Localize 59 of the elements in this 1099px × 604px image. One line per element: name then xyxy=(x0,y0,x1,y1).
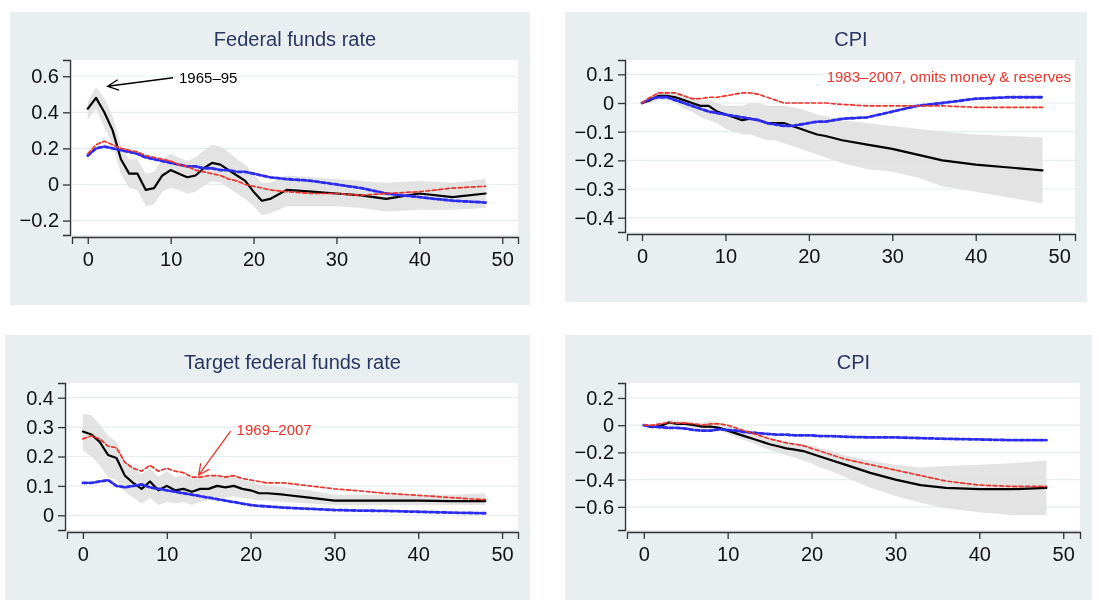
y-tick-label: 0.2 xyxy=(26,445,54,468)
x-tick-label: 30 xyxy=(881,245,904,268)
line-series xyxy=(641,92,1044,109)
x-tick-label: 0 xyxy=(636,245,649,268)
x-tick-label: 20 xyxy=(798,245,821,268)
y-tick-label: −0.6 xyxy=(574,495,614,518)
annotation: 1965–95 xyxy=(179,68,238,86)
line-series xyxy=(86,140,487,197)
x-tick-label: 50 xyxy=(491,543,514,566)
x-tick-label: 30 xyxy=(323,543,347,566)
chart-title: Target federal funds rate xyxy=(184,351,401,373)
y-tick-label: 0.4 xyxy=(26,386,54,409)
x-tick-label: 40 xyxy=(965,245,988,268)
x-tick-label: 10 xyxy=(156,543,179,566)
chart-title: Federal funds rate xyxy=(213,28,377,50)
y-tick-label: 0.1 xyxy=(26,474,54,497)
chart-title: CPI xyxy=(836,351,871,373)
line-series xyxy=(86,145,488,204)
x-tick-label: 20 xyxy=(239,543,263,566)
x-tick-label: 20 xyxy=(242,248,266,271)
x-tick-label: 40 xyxy=(968,543,991,566)
y-tick-label: 0.2 xyxy=(586,386,614,409)
y-tick-label: 0.2 xyxy=(31,137,59,160)
annotation: 1983–2007, omits money & reserves xyxy=(826,68,1071,85)
x-tick-label: 0 xyxy=(77,543,89,566)
y-tick-label: −0.2 xyxy=(574,149,614,172)
line-series xyxy=(81,478,487,515)
x-tick-label: 0 xyxy=(82,248,94,271)
y-tick-label: 0 xyxy=(47,173,59,196)
y-tick-label: 0.1 xyxy=(586,63,614,86)
y-tick-label: 0.4 xyxy=(31,101,59,124)
x-tick-label: 30 xyxy=(325,248,349,271)
line-series xyxy=(86,96,487,202)
y-tick-label: 0 xyxy=(42,504,54,527)
x-tick-label: 40 xyxy=(408,248,431,271)
x-tick-label: 40 xyxy=(407,543,430,566)
x-tick-label: 10 xyxy=(160,248,183,271)
y-tick-label: −0.1 xyxy=(574,120,614,143)
y-tick-label: −0.4 xyxy=(574,468,614,491)
x-tick-label: 0 xyxy=(638,543,650,566)
y-tick-label: 0 xyxy=(602,414,614,437)
x-tick-label: 50 xyxy=(1048,245,1071,268)
y-tick-label: 0.3 xyxy=(26,416,54,438)
x-tick-label: 20 xyxy=(800,543,824,566)
y-tick-label: −0.2 xyxy=(19,209,59,232)
y-tick-label: 0 xyxy=(602,91,614,114)
line-series xyxy=(642,423,1048,442)
y-tick-label: −0.2 xyxy=(574,441,614,464)
chart-title: CPI xyxy=(834,28,868,50)
x-tick-label: 50 xyxy=(1052,543,1075,566)
line-series xyxy=(640,95,1044,128)
x-tick-label: 10 xyxy=(714,245,738,268)
x-tick-label: 50 xyxy=(491,248,514,271)
x-tick-label: 10 xyxy=(717,543,740,566)
y-tick-label: 0.6 xyxy=(31,65,59,88)
y-tick-label: −0.3 xyxy=(574,177,614,200)
annotation: 1969–2007 xyxy=(236,421,312,439)
x-tick-label: 30 xyxy=(884,543,908,566)
y-tick-label: −0.4 xyxy=(574,206,614,229)
